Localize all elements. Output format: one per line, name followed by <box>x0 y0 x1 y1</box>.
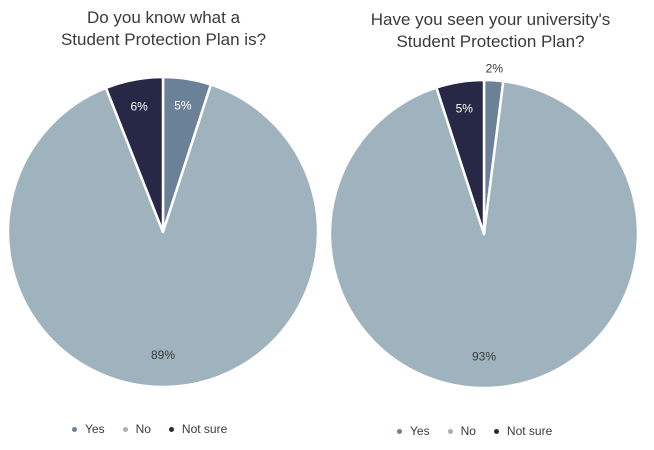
chart-panel-know: Do you know what a Student Protection Pl… <box>0 7 327 436</box>
chart-title-line-2: Student Protection Plan? <box>396 32 585 51</box>
chart-title-line-2: Student Protection Plan is? <box>60 30 267 49</box>
pie-chart: 5% 89% 6% <box>6 75 320 389</box>
pie-slice-no <box>6 83 320 389</box>
legend-swatch-yes <box>72 426 77 432</box>
legend-item-not-sure: Not sure <box>493 424 553 438</box>
legend-item-yes: Yes <box>72 422 105 436</box>
chart-legend: Yes No Not sure <box>72 422 227 436</box>
pie-label-no: 93% <box>472 349 496 363</box>
pie-label-yes: 2% <box>486 62 504 76</box>
legend-item-no: No <box>122 422 151 436</box>
legend-swatch-no <box>122 426 128 432</box>
legend-label-no: No <box>135 422 151 436</box>
pie-slice-not-sure <box>104 75 165 234</box>
legend-swatch-yes <box>397 428 402 434</box>
chart-panel-seen: Have you seen your university's Student … <box>327 0 654 450</box>
legend-swatch-no <box>447 428 453 434</box>
legend-label-no: No <box>460 424 476 438</box>
legend-item-not-sure: Not sure <box>168 422 228 436</box>
chart-title-line-1: Have you seen your university's <box>370 10 611 29</box>
pie-slice-not-sure <box>435 78 486 236</box>
pie-label-yes: 5% <box>174 99 192 113</box>
legend-item-yes: Yes <box>397 424 430 438</box>
pie-chart: 2% 93% 5% <box>328 62 640 390</box>
legend-label-not-sure: Not sure <box>506 424 553 438</box>
pie-label-not-sure: 6% <box>131 99 149 113</box>
legend-item-no: No <box>447 424 476 438</box>
pie-label-no: 89% <box>151 348 175 362</box>
pie-label-not-sure: 5% <box>456 101 474 115</box>
chart-title: Have you seen your university's Student … <box>327 9 654 53</box>
legend-label-yes: Yes <box>85 422 105 436</box>
chart-legend: Yes No Not sure <box>397 424 552 438</box>
chart-title: Do you know what a Student Protection Pl… <box>0 7 327 51</box>
chart-title-line-1: Do you know what a <box>86 8 241 27</box>
legend-label-not-sure: Not sure <box>181 422 228 436</box>
legend-swatch-not-sure <box>493 428 499 434</box>
legend-swatch-not-sure <box>168 426 174 432</box>
legend-label-yes: Yes <box>410 424 430 438</box>
